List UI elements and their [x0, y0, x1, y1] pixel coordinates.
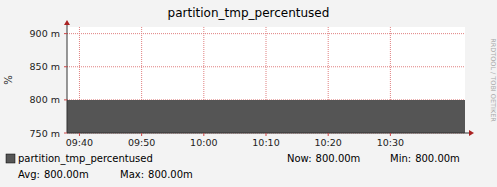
y-tick-label: 800 m — [30, 94, 60, 105]
legend-label: partition_tmp_percentused — [18, 153, 153, 165]
legend-stat: Avg: 800.00m — [18, 169, 89, 180]
x-tick — [266, 133, 267, 136]
x-tick-label: 09:50 — [128, 137, 155, 148]
stat-label: Min: — [390, 153, 411, 164]
watermark: RRDTOOL / TOBI OETIKER — [489, 38, 497, 122]
x-tick-label: 10:00 — [190, 137, 217, 148]
legend-stat: Max: 800.00m — [120, 169, 193, 180]
y-tick-label: 900 m — [30, 28, 60, 39]
y-label: % — [3, 75, 14, 85]
y-tick — [64, 66, 67, 67]
x-tick — [328, 133, 329, 136]
stat-value: 800.00m — [44, 169, 89, 180]
x-tick — [141, 133, 142, 136]
chart: partition_tmp_percentused 09:40 09:50 10:00… — [0, 0, 497, 187]
stat-label: Now: — [287, 153, 312, 164]
stat-value: 800.00m — [316, 153, 361, 164]
x-tick-label: 10:30 — [377, 137, 404, 148]
x-tick-label: 10:10 — [252, 137, 279, 148]
y-axis-arrow — [64, 20, 70, 25]
x-axis-arrow — [469, 130, 474, 136]
y-grid-line — [67, 66, 465, 67]
y-tick-label: 850 m — [30, 61, 60, 72]
title: partition_tmp_percentused — [168, 6, 330, 20]
x-tick — [390, 133, 391, 136]
y-tick-label: 750 m — [30, 128, 60, 139]
area — [67, 100, 465, 133]
x-axis — [67, 133, 471, 134]
x-tick — [79, 133, 80, 136]
y-grid-line — [67, 33, 465, 34]
data-group — [67, 100, 465, 133]
legend-stat: Min: 800.00m — [390, 153, 460, 164]
x-tick-label: 09:40 — [66, 137, 93, 148]
stat-value: 800.00m — [415, 153, 460, 164]
stat-value: 800.00m — [148, 169, 193, 180]
stat-label: Max: — [120, 169, 144, 180]
x-tick — [203, 133, 204, 136]
y-tick — [64, 133, 67, 134]
legend-stat: Now: 800.00m — [287, 153, 360, 164]
y-tick — [64, 99, 67, 100]
y-axis — [67, 23, 68, 133]
plot-area — [67, 27, 465, 133]
legend-swatch — [6, 154, 15, 163]
background — [0, 0, 497, 187]
x-tick-label: 10:20 — [314, 137, 341, 148]
stat-label: Avg: — [18, 169, 40, 180]
y-tick — [64, 33, 67, 34]
